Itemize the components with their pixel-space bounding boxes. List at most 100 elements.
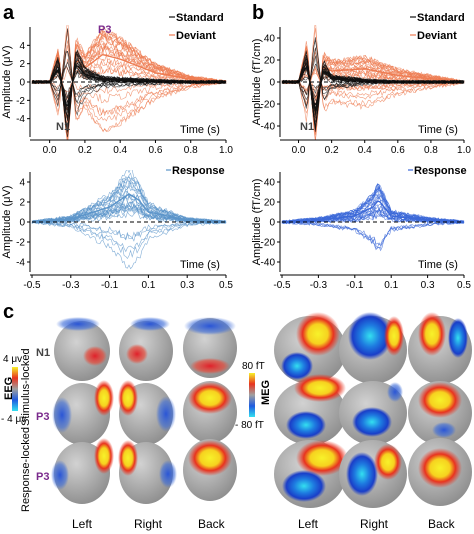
y-tick-label: 0	[19, 78, 25, 89]
x-tick-label: 0.4	[113, 145, 127, 156]
x-tick-label: 0.6	[149, 145, 163, 156]
series-response	[281, 200, 465, 223]
series-response	[31, 193, 227, 223]
y-axis-label: Amplitude (μV)	[1, 186, 13, 259]
view-meg-back: Back	[428, 517, 456, 531]
y-tick-label: -20	[261, 100, 276, 111]
y-tick-label: 20	[264, 56, 276, 67]
panel-label-c: c	[3, 301, 14, 323]
row-label-stimulus: Stimulus-locked	[20, 348, 32, 426]
trace-response	[31, 221, 227, 270]
y-tick-label: 20	[264, 198, 276, 209]
x-tick-label: 1.0	[457, 145, 471, 156]
legend-a-standard: Standard	[176, 12, 224, 24]
eeg-row-p3-stim	[52, 380, 237, 445]
x-axis-label: Time (s)	[418, 259, 458, 271]
meg-colorbar	[249, 373, 255, 417]
x-tick-label: -0.5	[23, 280, 41, 291]
view-eeg-right: Right	[134, 517, 163, 531]
legend-a: Standard Deviant	[169, 12, 224, 42]
meg-row-p3-stim	[274, 374, 472, 445]
chart-a-bottom	[31, 170, 227, 270]
y-tick-label: -40	[261, 122, 276, 133]
label-p3-a: P3	[98, 24, 111, 36]
eeg-colorbar-min: - 4 μv	[1, 414, 26, 425]
view-meg-right: Right	[360, 517, 389, 531]
eeg-row-n1	[54, 317, 237, 381]
y-tick-label: 2	[19, 198, 25, 209]
trace-deviant	[281, 25, 465, 123]
x-tick-label: 0.4	[358, 145, 372, 156]
x-tick-label: -0.5	[273, 280, 291, 291]
x-tick-label: 0.8	[424, 145, 438, 156]
eeg-colorbar-label: EEG	[3, 377, 15, 400]
eeg-row-p3-resp	[51, 438, 237, 504]
y-tick-label: 40	[264, 34, 276, 45]
x-axis-label: Time (s)	[180, 124, 220, 136]
x-tick-label: -0.1	[101, 280, 119, 291]
x-tick-label: -0.1	[346, 280, 364, 291]
y-axis-label: Amplitude (fT/cm)	[251, 39, 263, 126]
panel-label-a: a	[3, 2, 15, 24]
x-tick-label: 0.3	[180, 280, 194, 291]
row-label-response: Response-locked	[20, 427, 32, 512]
x-tick-label: 0.5	[457, 280, 471, 291]
meg-row-p3-resp	[274, 438, 472, 508]
eeg-colorbar-max: 4 μv	[3, 354, 22, 365]
y-tick-label: -4	[16, 114, 25, 125]
y-tick-label: 0	[269, 78, 275, 89]
topo-label-n1: N1	[36, 347, 50, 359]
topo-label-p3-resp: P3	[36, 471, 49, 483]
x-tick-label: 0.0	[43, 145, 57, 156]
series-standard	[282, 64, 464, 106]
trace-response	[281, 184, 465, 224]
trace-response	[281, 185, 465, 224]
trace-deviant	[31, 40, 227, 117]
x-tick-label: 0.2	[325, 145, 339, 156]
y-axis-label: Amplitude (fT/cm)	[251, 179, 263, 266]
legend-a-response: Response	[166, 165, 225, 177]
y-tick-label: 40	[264, 178, 276, 189]
trace-response	[281, 220, 465, 252]
eeg-colorbar	[12, 367, 18, 411]
y-tick-label: 4	[19, 41, 25, 52]
view-eeg-left: Left	[72, 517, 93, 531]
meg-colorbar-max: 80 fT	[242, 361, 265, 372]
topomap-section: N1 P3 P3 Stimulus-locked Response-locked…	[1, 312, 472, 531]
x-tick-label: -0.3	[310, 280, 328, 291]
x-tick-label: 0.1	[141, 280, 155, 291]
y-tick-label: -4	[16, 258, 25, 269]
trace-response	[31, 176, 227, 224]
x-tick-label: 0.0	[292, 145, 306, 156]
x-tick-label: -0.3	[62, 280, 80, 291]
x-tick-label: 0.8	[184, 145, 198, 156]
y-tick-label: -40	[261, 258, 276, 269]
x-tick-label: 1.0	[219, 145, 233, 156]
y-tick-label: -2	[16, 96, 25, 107]
legend-a-response-label: Response	[172, 165, 225, 177]
legend-b-response-label: Response	[414, 165, 467, 177]
topo-label-p3-stim: P3	[36, 411, 49, 423]
trace-response	[31, 175, 227, 224]
legend-b: Standard Deviant	[410, 12, 465, 42]
meg-row-n1	[274, 312, 472, 384]
y-tick-label: -20	[261, 238, 276, 249]
trace-standard	[31, 51, 227, 133]
meg-colorbar-min: - 80 fT	[235, 420, 264, 431]
y-tick-label: 0	[269, 218, 275, 229]
x-tick-label: 0.1	[384, 280, 398, 291]
view-eeg-back: Back	[198, 517, 226, 531]
x-axis-label: Time (s)	[418, 124, 458, 136]
x-tick-label: 0.2	[78, 145, 92, 156]
legend-b-response: Response	[408, 165, 467, 177]
y-tick-label: 4	[19, 178, 25, 189]
x-tick-label: 0.6	[391, 145, 405, 156]
y-tick-label: 0	[19, 218, 25, 229]
legend-a-deviant: Deviant	[176, 30, 216, 42]
panel-label-b: b	[252, 2, 264, 24]
meg-colorbar-label: MEG	[260, 380, 272, 405]
label-n1-b: N1	[300, 121, 314, 133]
view-meg-left: Left	[298, 517, 319, 531]
